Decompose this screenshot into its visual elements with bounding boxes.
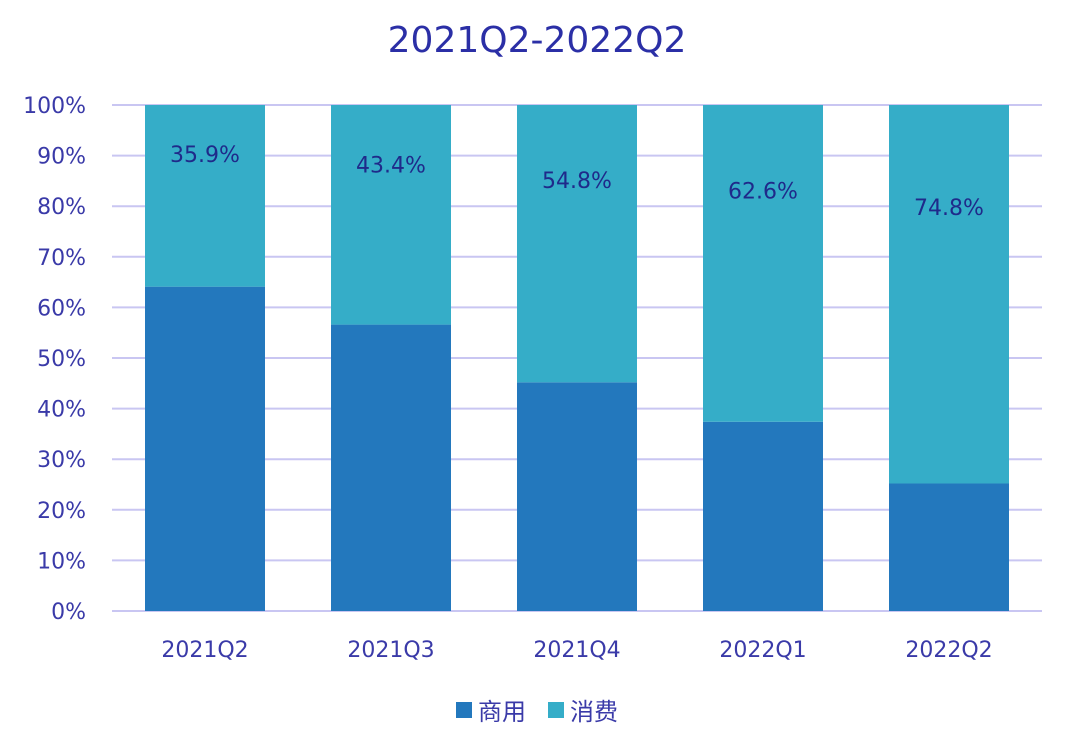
- legend-item-consumer[interactable]: 消费: [548, 692, 618, 727]
- legend-swatch-consumer: [548, 701, 564, 718]
- x-tick-label: 2021Q2: [161, 638, 248, 663]
- bar-commercial[interactable]: [145, 286, 265, 611]
- legend-item-commercial[interactable]: 商用: [456, 692, 526, 727]
- y-tick-label: 90%: [37, 145, 86, 170]
- chart-title: 2021Q2-2022Q2: [387, 20, 687, 61]
- bar-commercial[interactable]: [703, 421, 823, 611]
- x-tick-label: 2021Q4: [533, 638, 620, 663]
- bar-commercial[interactable]: [889, 483, 1009, 611]
- data-labels: 35.9% 43.4% 54.8% 62.6% 74.8%: [170, 143, 984, 221]
- legend: 商用 消费: [0, 692, 1074, 727]
- y-tick-label: 50%: [37, 347, 86, 372]
- x-axis-tick-labels: 2021Q2 2021Q3 2021Q4 2022Q1 2022Q2: [161, 638, 992, 663]
- y-tick-label: 0%: [51, 600, 86, 625]
- x-tick-label: 2022Q2: [905, 638, 992, 663]
- y-tick-label: 40%: [37, 398, 86, 423]
- bar-commercial[interactable]: [517, 382, 637, 611]
- data-label: 62.6%: [728, 180, 798, 205]
- bar-consumer[interactable]: [889, 105, 1009, 484]
- bar-consumer[interactable]: [517, 105, 637, 383]
- stacked-bar-chart: 0% 10% 20% 30% 40% 50% 60% 70% 80% 90% 100% 35.9% 4…: [23, 94, 1042, 663]
- x-tick-label: 2021Q3: [347, 638, 434, 663]
- bar-consumer[interactable]: [703, 105, 823, 422]
- data-label: 35.9%: [170, 143, 240, 168]
- bars: [145, 105, 1009, 611]
- y-tick-label: 70%: [37, 246, 86, 271]
- data-label: 54.8%: [542, 169, 612, 194]
- bar-commercial[interactable]: [331, 324, 451, 611]
- legend-swatch-commercial: [456, 701, 472, 718]
- y-axis-tick-labels: 0% 10% 20% 30% 40% 50% 60% 70% 80% 90% 100%: [23, 94, 86, 625]
- y-tick-label: 20%: [37, 499, 86, 524]
- legend-label-commercial: 商用: [478, 698, 526, 726]
- y-tick-label: 30%: [37, 448, 86, 473]
- y-tick-label: 60%: [37, 296, 86, 321]
- data-label: 74.8%: [914, 196, 984, 221]
- y-tick-label: 80%: [37, 195, 86, 220]
- y-tick-label: 100%: [23, 94, 86, 119]
- bar-consumer[interactable]: [145, 105, 265, 287]
- data-label: 43.4%: [356, 153, 426, 178]
- x-tick-label: 2022Q1: [719, 638, 806, 663]
- y-tick-label: 10%: [37, 549, 86, 574]
- bar-consumer[interactable]: [331, 105, 451, 325]
- legend-label-consumer: 消费: [570, 698, 618, 726]
